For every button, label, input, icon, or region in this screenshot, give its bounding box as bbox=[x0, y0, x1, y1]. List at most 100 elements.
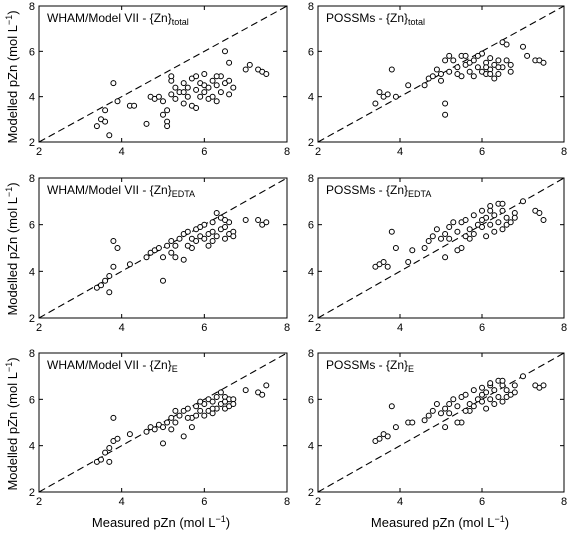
data-point bbox=[172, 254, 179, 261]
data-point bbox=[209, 77, 216, 84]
data-point bbox=[172, 95, 179, 102]
data-point bbox=[392, 424, 399, 431]
data-point bbox=[483, 233, 490, 240]
data-point bbox=[520, 373, 526, 380]
data-point bbox=[405, 82, 412, 89]
xlabel-col-1: Measured pZn (mol L−1) bbox=[92, 514, 230, 530]
data-point bbox=[540, 382, 547, 389]
data-point bbox=[217, 389, 224, 396]
y-tick-label: 2 bbox=[308, 313, 314, 325]
data-point bbox=[470, 231, 477, 237]
data-point bbox=[520, 43, 526, 50]
ylabel-row-3: Modelled pZn (mol L−1) bbox=[4, 357, 20, 490]
data-point bbox=[209, 238, 216, 244]
data-point bbox=[180, 80, 187, 87]
y-tick-label: 6 bbox=[29, 394, 35, 406]
data-point bbox=[507, 61, 514, 68]
x-tick-label: 4 bbox=[397, 496, 403, 508]
panel-title: WHAM/Model VII - {Zn}total bbox=[47, 11, 189, 27]
data-point bbox=[499, 377, 506, 384]
data-point bbox=[242, 66, 249, 73]
data-point bbox=[495, 394, 502, 400]
data-point bbox=[102, 118, 109, 125]
data-point bbox=[193, 238, 200, 244]
data-point bbox=[102, 449, 109, 456]
data-point bbox=[384, 263, 391, 270]
data-point bbox=[197, 93, 204, 100]
data-point bbox=[205, 242, 212, 249]
plot-frame bbox=[317, 352, 565, 493]
x-tick-label: 2 bbox=[315, 146, 321, 158]
data-point bbox=[454, 403, 461, 410]
one-to-one-line bbox=[38, 352, 288, 493]
data-point bbox=[172, 242, 179, 249]
data-point bbox=[110, 414, 117, 421]
data-point bbox=[487, 221, 494, 228]
data-point bbox=[193, 86, 200, 93]
ylabel-row-2: Modelled pZn (mol L−1) bbox=[4, 182, 20, 315]
data-point bbox=[470, 57, 477, 64]
data-point bbox=[193, 73, 200, 80]
panel-title: POSSMs - {Zn}EDTA bbox=[326, 183, 431, 199]
data-point bbox=[209, 228, 216, 235]
data-point bbox=[388, 228, 395, 235]
data-point bbox=[180, 256, 187, 263]
data-point bbox=[392, 245, 399, 251]
data-point bbox=[409, 247, 416, 254]
y-tick-label: 8 bbox=[308, 173, 314, 185]
data-point bbox=[168, 73, 175, 80]
data-point bbox=[160, 277, 166, 284]
x-tick-label: 2 bbox=[36, 322, 42, 334]
data-point bbox=[487, 55, 494, 62]
data-point bbox=[263, 71, 270, 77]
data-point bbox=[188, 424, 195, 431]
x-tick-label: 2 bbox=[36, 146, 42, 158]
data-point bbox=[450, 57, 457, 64]
x-tick-label: 4 bbox=[119, 496, 125, 508]
y-tick-label: 6 bbox=[29, 220, 35, 232]
data-point bbox=[230, 84, 237, 91]
data-point bbox=[503, 41, 510, 48]
data-point bbox=[106, 273, 113, 279]
data-point bbox=[184, 228, 191, 235]
plot-frame bbox=[38, 5, 288, 143]
one-to-one-line bbox=[38, 5, 288, 143]
x-tick-label: 4 bbox=[119, 322, 125, 334]
data-point bbox=[263, 219, 270, 226]
data-point bbox=[450, 219, 457, 226]
data-point bbox=[197, 398, 204, 405]
data-point bbox=[446, 410, 453, 417]
data-point bbox=[143, 428, 150, 435]
data-point bbox=[442, 100, 449, 107]
y-tick-label: 4 bbox=[29, 441, 35, 453]
data-point bbox=[429, 233, 436, 240]
data-point bbox=[470, 212, 477, 219]
data-point bbox=[474, 52, 481, 59]
data-point bbox=[499, 207, 506, 214]
data-point bbox=[438, 77, 444, 84]
data-point bbox=[466, 68, 473, 75]
y-tick-label: 6 bbox=[308, 220, 314, 232]
data-point bbox=[180, 433, 187, 440]
data-point bbox=[511, 214, 518, 221]
data-point bbox=[242, 387, 249, 394]
y-tick-label: 2 bbox=[308, 487, 314, 499]
data-point bbox=[193, 105, 200, 111]
data-point bbox=[429, 407, 436, 414]
x-tick-label: 6 bbox=[479, 322, 485, 334]
data-point bbox=[503, 57, 510, 64]
data-point bbox=[454, 64, 461, 71]
x-tick-label: 8 bbox=[561, 146, 567, 158]
data-point bbox=[226, 77, 233, 84]
xlabel-col-2: Measured pZn (mol L−1) bbox=[371, 514, 509, 530]
data-point bbox=[462, 391, 469, 398]
data-point bbox=[438, 410, 444, 417]
data-point bbox=[511, 389, 518, 396]
data-point bbox=[487, 380, 494, 387]
y-tick-label: 4 bbox=[29, 92, 35, 104]
data-point bbox=[479, 398, 485, 405]
data-point bbox=[425, 238, 432, 244]
data-point bbox=[438, 235, 444, 242]
x-tick-label: 4 bbox=[397, 146, 403, 158]
data-point bbox=[222, 224, 228, 230]
